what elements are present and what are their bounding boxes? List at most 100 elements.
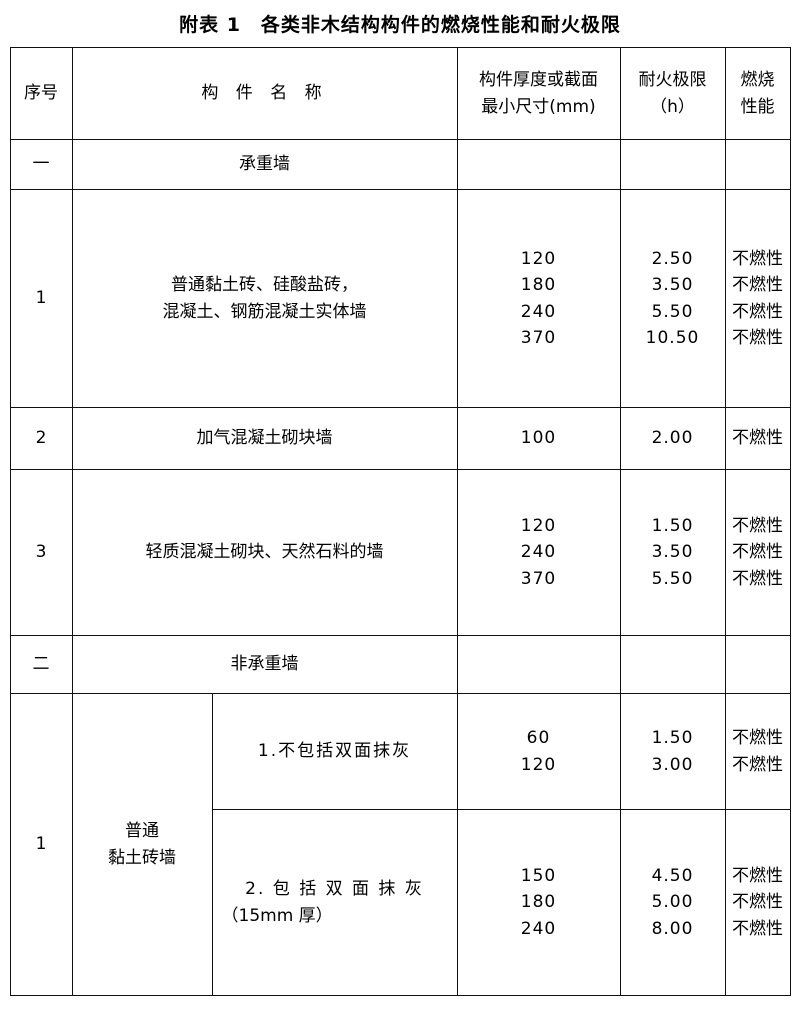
row-thickness-values: 120 180 240 370 <box>456 189 621 408</box>
row-combustibility-values: 不燃性 <box>724 407 791 470</box>
subrow-component-name-line2: （15mm 厚） <box>221 905 333 926</box>
subrow-component-name: 2. 包 括 双 面 抹 灰 （15mm 厚） <box>211 809 458 996</box>
section-label: 承重墙 <box>71 139 458 190</box>
section-label: 非承重墙 <box>71 635 458 694</box>
header-combustibility-line2: 性能 <box>740 96 775 117</box>
row-seq: 1 <box>9 693 73 996</box>
combustibility-value: 不燃性 <box>732 275 783 296</box>
thickness-value: 60 <box>526 728 551 749</box>
header-thickness: 构件厚度或截面 最小尺寸(mm) <box>456 47 621 140</box>
fire-limit-value: 5.50 <box>651 301 694 322</box>
combustibility-value: 不燃性 <box>732 568 783 589</box>
subrow-combustibility-values: 不燃性 不燃性 <box>724 693 791 810</box>
fire-limit-value: 1.50 <box>651 515 694 536</box>
page-title: 附表 1 各类非木结构构件的燃烧性能和耐火极限 <box>179 14 621 36</box>
row-seq: 3 <box>9 469 73 636</box>
header-thickness-line2: 最小尺寸(mm) <box>481 96 596 117</box>
combustibility-value: 不燃性 <box>732 918 783 939</box>
section-header-row: 一 承重墙 <box>9 139 791 190</box>
fire-limit-value: 3.00 <box>651 754 694 775</box>
fire-limit-value: 5.50 <box>651 568 694 589</box>
row-component-name-line1: 普通黏土砖、硅酸盐砖， <box>171 275 358 296</box>
subrow-combustibility-values: 不燃性 不燃性 不燃性 <box>724 809 791 996</box>
table-row: 2. 包 括 双 面 抹 灰 （15mm 厚） 150 180 240 4.50… <box>10 809 791 996</box>
fire-limit-value: 2.50 <box>651 248 694 269</box>
thickness-value: 240 <box>520 542 557 563</box>
table-row: 1 普通黏土砖、硅酸盐砖， 混凝土、钢筋混凝土实体墙 120 180 240 3… <box>9 189 791 408</box>
thickness-value: 180 <box>520 892 557 913</box>
table-row: 1 普通 黏土砖墙 1.不包括双面抹灰 60 120 1.50 3.00 不燃 <box>9 693 791 996</box>
row-component-name: 加气混凝土砌块墙 <box>71 407 458 470</box>
header-name: 构 件 名 称 <box>71 47 458 140</box>
row-group-name-line1: 普通 <box>125 821 159 842</box>
combustibility-value: 不燃性 <box>732 754 783 775</box>
subrow-fire-limit-values: 1.50 3.00 <box>619 693 726 810</box>
subrow-fire-limit-values: 4.50 5.00 8.00 <box>619 809 726 996</box>
thickness-value: 180 <box>520 275 557 296</box>
fire-limit-value: 1.50 <box>651 728 694 749</box>
subrow-thickness-values: 60 120 <box>456 693 621 810</box>
thickness-value: 120 <box>520 754 557 775</box>
row-component-name: 普通黏土砖、硅酸盐砖， 混凝土、钢筋混凝土实体墙 <box>71 189 458 408</box>
thickness-value: 120 <box>520 248 557 269</box>
header-combustibility: 燃烧 性能 <box>724 47 791 140</box>
combustibility-value: 不燃性 <box>732 728 783 749</box>
section-burn-empty <box>724 139 791 190</box>
row-component-name: 轻质混凝土砌块、天然石料的墙 <box>71 469 458 636</box>
table-row: 2 加气混凝土砌块墙 100 2.00 不燃性 <box>9 407 791 470</box>
fire-limit-value: 3.50 <box>651 275 694 296</box>
subrow-component-name-line1: 1.不包括双面抹灰 <box>257 741 412 762</box>
combustibility-value: 不燃性 <box>732 515 783 536</box>
section-seq: 二 <box>9 635 73 694</box>
combustibility-value: 不燃性 <box>732 327 783 348</box>
section-limit-empty <box>619 635 726 694</box>
section-header-row: 二 非承重墙 <box>9 635 791 694</box>
section-burn-empty <box>724 635 791 694</box>
thickness-value: 240 <box>520 301 557 322</box>
table-header-row: 序号 构 件 名 称 构件厚度或截面 最小尺寸(mm) 耐火极限 （h） 燃烧 … <box>9 47 791 140</box>
row-thickness-values: 120 240 370 <box>456 469 621 636</box>
thickness-value: 120 <box>520 515 557 536</box>
table-row: 3 轻质混凝土砌块、天然石料的墙 120 240 370 1.50 3.50 5… <box>9 469 791 636</box>
thickness-value: 240 <box>520 918 557 939</box>
subrow-component-name: 1.不包括双面抹灰 <box>211 693 458 810</box>
thickness-value: 370 <box>520 327 557 348</box>
header-thickness-line1: 构件厚度或截面 <box>479 70 598 91</box>
row-fire-limit-values: 2.50 3.50 5.50 10.50 <box>619 189 726 408</box>
combustibility-value: 不燃性 <box>732 865 783 886</box>
section-thickness-empty <box>456 139 621 190</box>
row-seq: 1 <box>9 189 73 408</box>
section-seq: 一 <box>9 139 73 190</box>
row-combustibility-values: 不燃性 不燃性 不燃性 不燃性 <box>724 189 791 408</box>
section-thickness-empty <box>456 635 621 694</box>
row-fire-limit-values: 2.00 <box>619 407 726 470</box>
header-fire-limit-line1: 耐火极限 <box>638 70 707 91</box>
row-thickness-values: 100 <box>456 407 621 470</box>
combustibility-value: 不燃性 <box>732 542 783 563</box>
header-combustibility-line1: 燃烧 <box>740 70 775 91</box>
fire-limit-value: 10.50 <box>645 327 700 348</box>
fire-resistance-table: 序号 构 件 名 称 构件厚度或截面 最小尺寸(mm) 耐火极限 （h） 燃烧 … <box>9 47 791 996</box>
row-seq: 2 <box>9 407 73 470</box>
row-group-name: 普通 黏土砖墙 <box>71 693 213 996</box>
fire-limit-value: 5.00 <box>651 892 694 913</box>
header-fire-limit: 耐火极限 （h） <box>619 47 726 140</box>
row-fire-limit-values: 1.50 3.50 5.50 <box>619 469 726 636</box>
fire-limit-value: 8.00 <box>651 918 694 939</box>
subrow-thickness-values: 150 180 240 <box>456 809 621 996</box>
row-component-name-line2: 混凝土、钢筋混凝土实体墙 <box>162 301 367 322</box>
combustibility-value: 不燃性 <box>732 248 783 269</box>
fire-limit-value: 4.50 <box>651 865 694 886</box>
row-combustibility-values: 不燃性 不燃性 不燃性 <box>724 469 791 636</box>
combustibility-value: 不燃性 <box>732 892 783 913</box>
header-seq: 序号 <box>9 47 73 140</box>
thickness-value: 150 <box>520 865 557 886</box>
thickness-value: 370 <box>520 568 557 589</box>
header-fire-limit-line2: （h） <box>650 96 695 117</box>
section-limit-empty <box>619 139 726 190</box>
subrow-component-name-line1: 2. 包 括 双 面 抹 灰 <box>245 879 424 900</box>
row-group-name-line2: 黏土砖墙 <box>108 847 176 868</box>
fire-limit-value: 3.50 <box>651 542 694 563</box>
combustibility-value: 不燃性 <box>732 301 783 322</box>
